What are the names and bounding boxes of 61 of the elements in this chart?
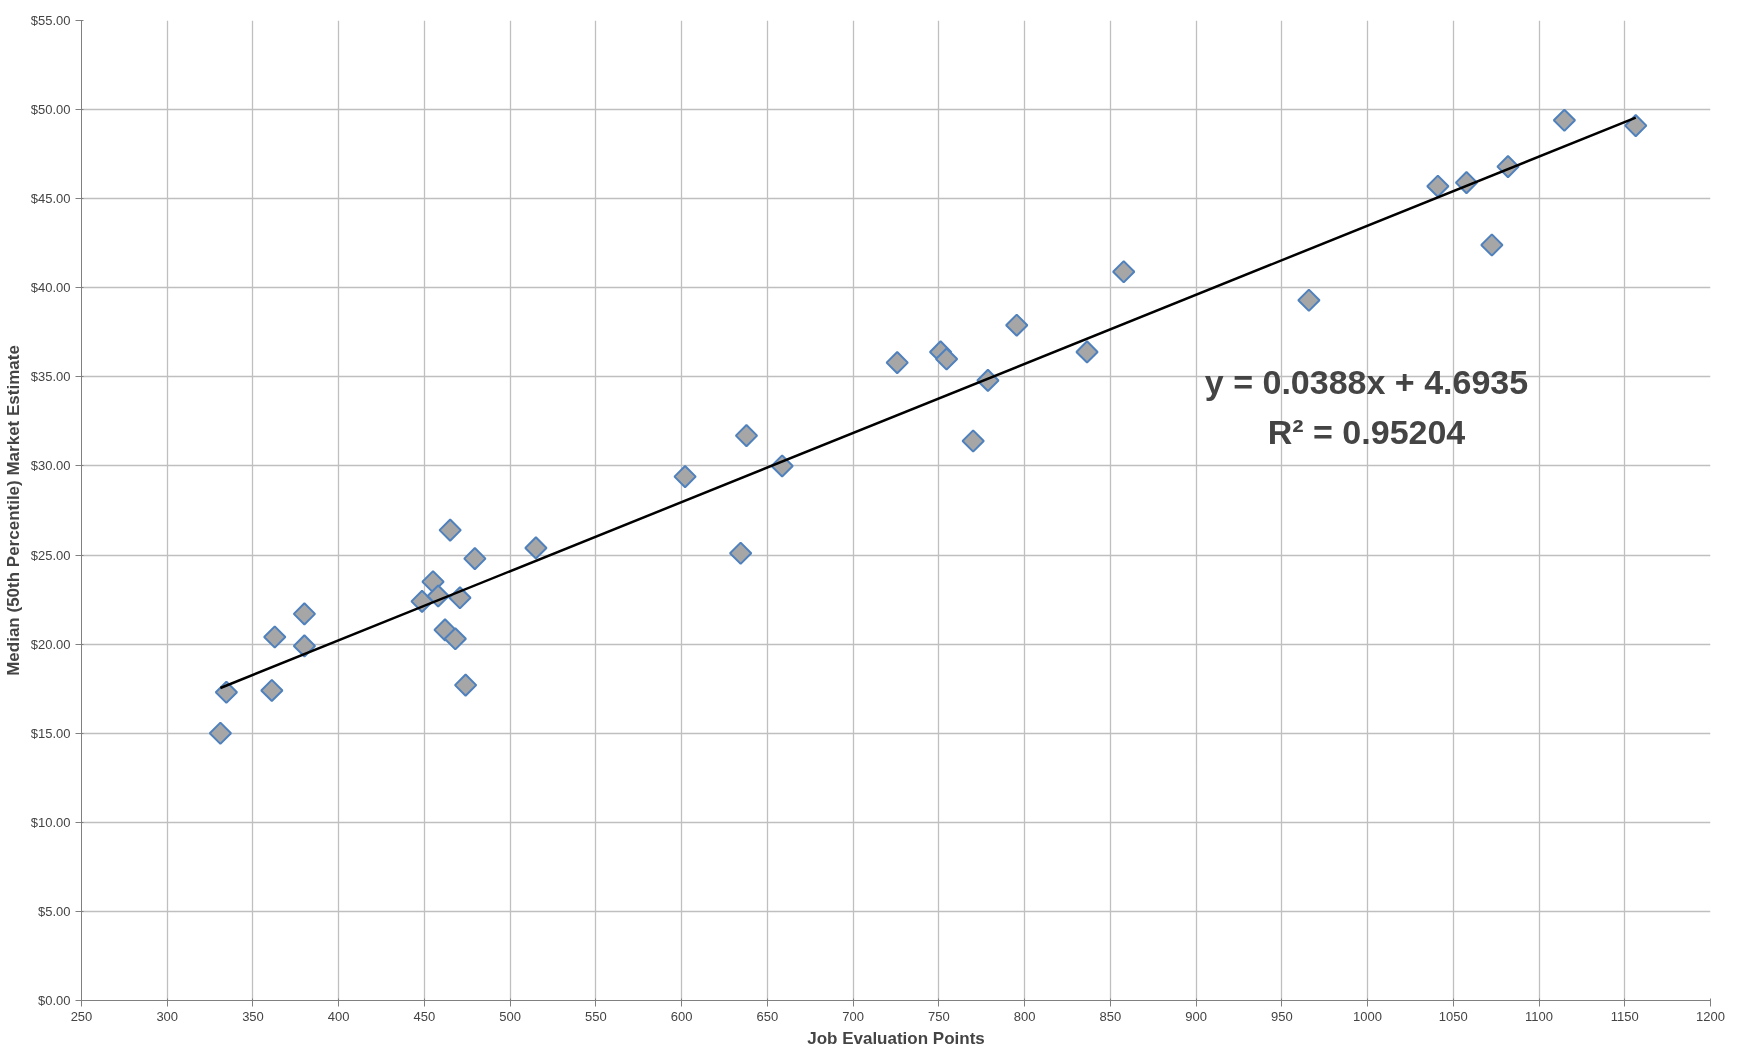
point xyxy=(1005,313,1029,337)
annotation: R² = 0.95204 xyxy=(1267,412,1466,451)
point xyxy=(524,536,548,560)
point xyxy=(734,424,759,448)
y-tick-label: $35.00 xyxy=(30,369,71,385)
annotation: y = 0.0388x + 4.6935 xyxy=(1204,362,1529,401)
point xyxy=(885,351,909,375)
x-tick-label: 700 xyxy=(842,1008,864,1024)
point xyxy=(729,541,753,565)
point xyxy=(421,570,445,594)
point xyxy=(1426,174,1450,198)
point xyxy=(1624,114,1648,138)
y-tick-label: $45.00 xyxy=(30,191,71,207)
x-tick-label: 450 xyxy=(413,1008,436,1024)
y-tick-label: $5.00 xyxy=(37,903,71,919)
point xyxy=(1552,108,1577,132)
point xyxy=(934,347,959,371)
y-tick-label: $55.00 xyxy=(30,13,71,28)
point xyxy=(260,678,284,703)
x-tick-label: 1200 xyxy=(1696,1008,1725,1024)
x-tick-label: 950 xyxy=(1270,1008,1293,1024)
x-tick-label: 850 xyxy=(1099,1008,1122,1024)
x-tick-label: 1100 xyxy=(1525,1008,1554,1024)
x-tick-label: 900 xyxy=(1185,1008,1207,1024)
x-tick-label: 500 xyxy=(499,1008,522,1024)
x-tick-label: 250 xyxy=(70,1008,93,1024)
x-tick-label: 800 xyxy=(1013,1008,1036,1024)
y-tick-label: $30.00 xyxy=(30,458,71,474)
y-tick-label: $10.00 xyxy=(30,814,71,830)
y-tick-label: $50.00 xyxy=(30,102,71,118)
x-tick-label: 1050 xyxy=(1438,1008,1468,1024)
point xyxy=(208,721,232,745)
point xyxy=(438,518,462,542)
point xyxy=(463,547,487,571)
point xyxy=(292,634,317,658)
y-tick-label: $20.00 xyxy=(30,636,71,652)
point xyxy=(1112,260,1136,284)
point xyxy=(292,602,317,626)
point xyxy=(453,673,478,697)
x-tick-label: 750 xyxy=(928,1008,950,1024)
y-axis-title: Median (50th Percentile) Market Estimate xyxy=(3,345,23,676)
point xyxy=(443,627,467,651)
point xyxy=(1075,340,1099,364)
x-tick-label: 550 xyxy=(585,1008,607,1024)
x-tick-label: 600 xyxy=(670,1008,693,1024)
x-axis-title: Job Evaluation Points xyxy=(807,1028,985,1048)
x-tick-label: 1150 xyxy=(1610,1008,1639,1024)
x-tick-label: 300 xyxy=(156,1008,179,1024)
y-tick-label: $25.00 xyxy=(30,547,71,563)
y-tick-label: $15.00 xyxy=(30,725,71,741)
point xyxy=(1480,233,1504,257)
point xyxy=(961,429,985,453)
x-tick-label: 1000 xyxy=(1353,1008,1383,1024)
x-tick-label: 400 xyxy=(327,1008,350,1024)
x-tick-label: 650 xyxy=(756,1008,779,1024)
y-tick-label: $40.00 xyxy=(30,280,71,296)
x-tick-label: 350 xyxy=(242,1008,264,1024)
point xyxy=(673,465,697,489)
point xyxy=(263,625,287,649)
point xyxy=(1297,288,1321,312)
y-tick-label: $0.00 xyxy=(37,993,71,1008)
